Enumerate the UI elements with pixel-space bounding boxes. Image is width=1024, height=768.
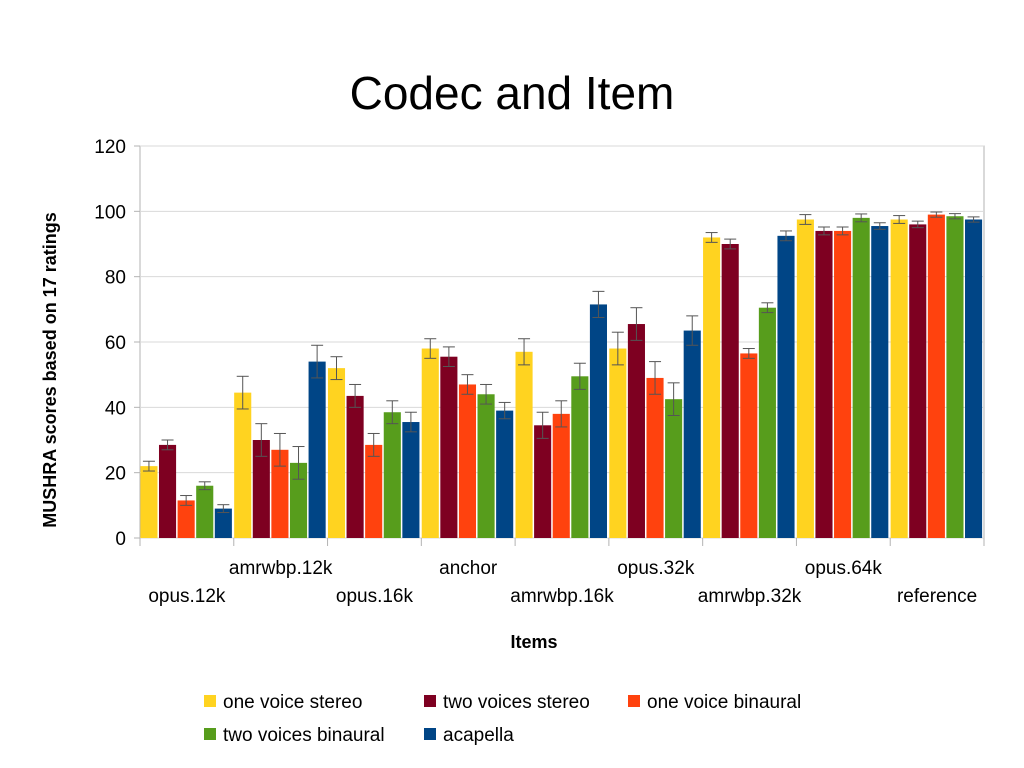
y-tick-label: 80: [105, 268, 126, 289]
x-tick-label: amrwbp.32k: [698, 586, 802, 607]
bar: [214, 508, 232, 538]
bar: [402, 422, 420, 538]
x-tick-label: amrwbp.12k: [229, 558, 333, 579]
bar: [777, 235, 795, 539]
bar: [703, 237, 721, 538]
legend-swatch: [628, 695, 640, 707]
bar: [834, 230, 852, 538]
bar: [815, 230, 833, 538]
bar: [196, 485, 214, 538]
bar: [346, 395, 364, 538]
bar: [871, 226, 889, 539]
chart-title: Codec and Item: [349, 67, 675, 119]
bar: [758, 307, 776, 538]
bar: [140, 466, 158, 538]
bar: [458, 384, 477, 538]
legend-swatch: [204, 728, 216, 740]
bar: [665, 399, 683, 538]
legend-swatch: [424, 695, 436, 707]
x-tick-label: reference: [897, 586, 977, 607]
bar: [515, 351, 533, 538]
bar: [796, 219, 814, 538]
x-tick-label: opus.12k: [148, 586, 226, 607]
legend-label: two voices binaural: [223, 725, 385, 746]
bar: [946, 216, 964, 538]
y-tick-label: 20: [105, 464, 126, 485]
bar: [496, 410, 514, 538]
bar: [440, 356, 458, 538]
x-tick-label: opus.64k: [805, 558, 883, 579]
y-tick-label: 60: [105, 333, 126, 354]
bar: [365, 444, 383, 538]
bar: [327, 368, 346, 538]
x-tick-label: opus.16k: [336, 586, 414, 607]
bar: [383, 412, 401, 538]
bar: [609, 348, 627, 538]
legend-label: two voices stereo: [443, 692, 590, 713]
bar: [552, 413, 570, 538]
bar: [627, 324, 645, 538]
y-tick-label: 40: [105, 398, 126, 419]
bar: [252, 440, 270, 538]
bar: [271, 449, 289, 538]
bar: [721, 244, 739, 538]
legend-swatch: [204, 695, 216, 707]
bar: [927, 214, 945, 538]
bar: [308, 361, 326, 538]
x-axis-label: Items: [510, 632, 557, 652]
y-tick-label: 100: [94, 202, 126, 223]
y-axis-label: MUSHRA scores based on 17 ratings: [40, 212, 60, 527]
bar: [890, 219, 908, 538]
x-tick-label: amrwbp.16k: [510, 586, 614, 607]
bar: [534, 425, 552, 538]
bar: [852, 217, 870, 538]
bar: [589, 304, 607, 538]
x-tick-label: opus.32k: [617, 558, 695, 579]
bar: [571, 376, 589, 538]
legend-label: one voice binaural: [647, 692, 801, 713]
bar: [158, 444, 177, 538]
bar: [477, 394, 495, 538]
legend-swatch: [424, 728, 436, 740]
bar: [909, 224, 927, 538]
legend-label: one voice stereo: [223, 692, 362, 713]
bar: [289, 462, 308, 538]
bar: [177, 500, 195, 538]
y-tick-label: 120: [94, 137, 126, 158]
y-tick-label: 0: [115, 529, 126, 550]
bar: [965, 219, 983, 538]
legend-label: acapella: [443, 725, 514, 746]
bar: [421, 348, 439, 538]
bar: [740, 353, 758, 538]
x-tick-label: anchor: [439, 558, 498, 579]
bar: [683, 330, 701, 538]
bar: [646, 377, 664, 538]
bar: [234, 392, 252, 538]
